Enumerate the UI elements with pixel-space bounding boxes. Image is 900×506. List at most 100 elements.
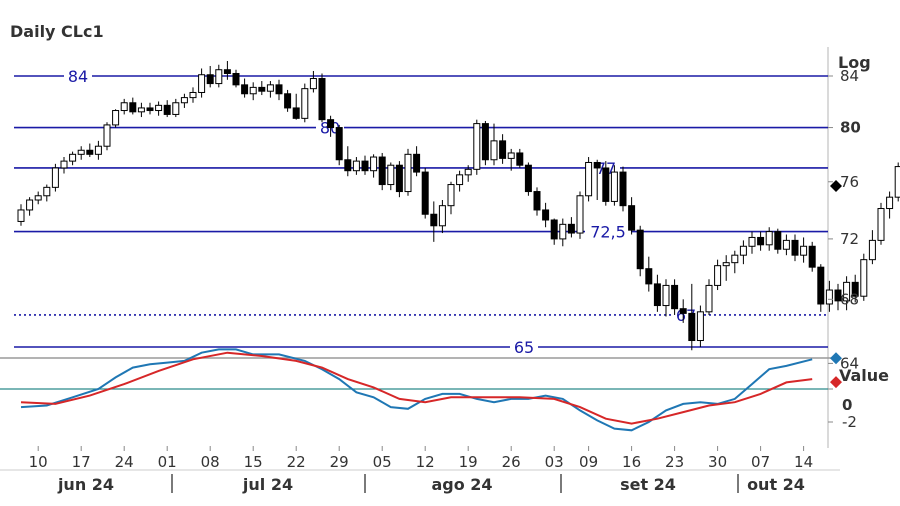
candle [284,89,292,112]
candle [602,161,610,206]
level-label: 84 [68,67,88,86]
candle [877,202,885,245]
candle [688,283,696,351]
candle [559,218,567,247]
candle [507,148,515,171]
candle [103,122,111,151]
candle [576,191,584,239]
candle [421,167,429,219]
candle-body [731,254,739,264]
candle-body [662,284,670,307]
candle [765,227,773,251]
candle [524,162,532,196]
candle-body [696,311,704,342]
candle-body [163,104,171,115]
candle [567,217,575,238]
candle [26,197,34,216]
candle [275,79,283,101]
candle-body [34,195,42,201]
candle-body [516,152,524,166]
candle [671,279,679,315]
candle-body [232,72,240,86]
candle [51,163,59,192]
candle-body [619,171,627,207]
candle-body [636,229,644,270]
candle [172,98,180,118]
candle-body [292,107,300,119]
candle [860,253,868,301]
candle-body [464,168,472,176]
x-tick-label: 08 [201,453,220,471]
candle [34,191,42,205]
month-label: jun 24 [57,475,114,494]
candle-body [817,266,825,305]
candle [757,231,765,251]
candle-body [172,102,180,115]
candle-body [26,199,34,211]
candle [645,256,653,292]
candle [679,299,687,323]
candle-body [843,281,851,302]
candle-body [757,236,765,246]
month-label: set 24 [620,475,676,494]
oscillator-panel: Value 0-2 [0,348,889,432]
candle [249,82,257,101]
candle-body [860,259,868,297]
x-tick-label: 26 [502,453,521,471]
x-tick-label: 15 [244,453,263,471]
candle [120,98,128,115]
candle-body [266,84,274,92]
candle [301,83,309,123]
y-tick-label: 64 [840,354,859,372]
candle [189,87,197,103]
candle-body [490,140,498,161]
candle-body [542,209,550,221]
candle [395,161,403,198]
oscillator-red-line [20,351,813,425]
candle-body [112,110,120,126]
candle [610,165,618,206]
x-tick-label: 24 [115,453,134,471]
x-tick-label: 03 [545,453,564,471]
time-axis: 10 17 24 01 08 15 22 29 05 12 19 26 03 09 16 23 30 07 14 ju… [29,446,813,494]
candle-body [352,160,360,172]
candle [258,81,266,96]
candle-body [395,164,403,193]
osc-tick-label: -2 [842,413,857,431]
candle-body [868,239,876,261]
candle-body [120,102,128,112]
candle [387,162,395,191]
candle-body [413,153,421,173]
candle-body [284,93,292,109]
candle [361,155,369,175]
candle-body [610,171,618,202]
candle-body [499,140,507,159]
candle-body [447,184,455,207]
candle [593,159,601,201]
candle [447,181,455,215]
chart-title: Daily CLc1 [10,22,104,41]
candle-body [249,86,257,95]
candle-body [679,308,687,314]
candle-body [507,152,515,159]
candle [86,143,94,158]
candle-body [387,164,395,186]
candle [309,70,317,93]
last-price-marker [830,179,842,192]
y-tick-label: 76 [840,173,859,191]
candle-body [774,231,782,250]
candle [241,78,249,98]
x-tick-label: 22 [287,453,306,471]
candle [834,283,842,311]
candle-body [576,195,584,234]
candle [808,241,816,272]
candle-body [593,161,601,169]
candle-body [198,74,206,93]
candle [232,69,240,88]
oscillator-blue-line [20,348,813,432]
candle [77,146,85,160]
candle [481,120,489,166]
x-tick-label: 01 [158,453,177,471]
candle [825,280,833,312]
